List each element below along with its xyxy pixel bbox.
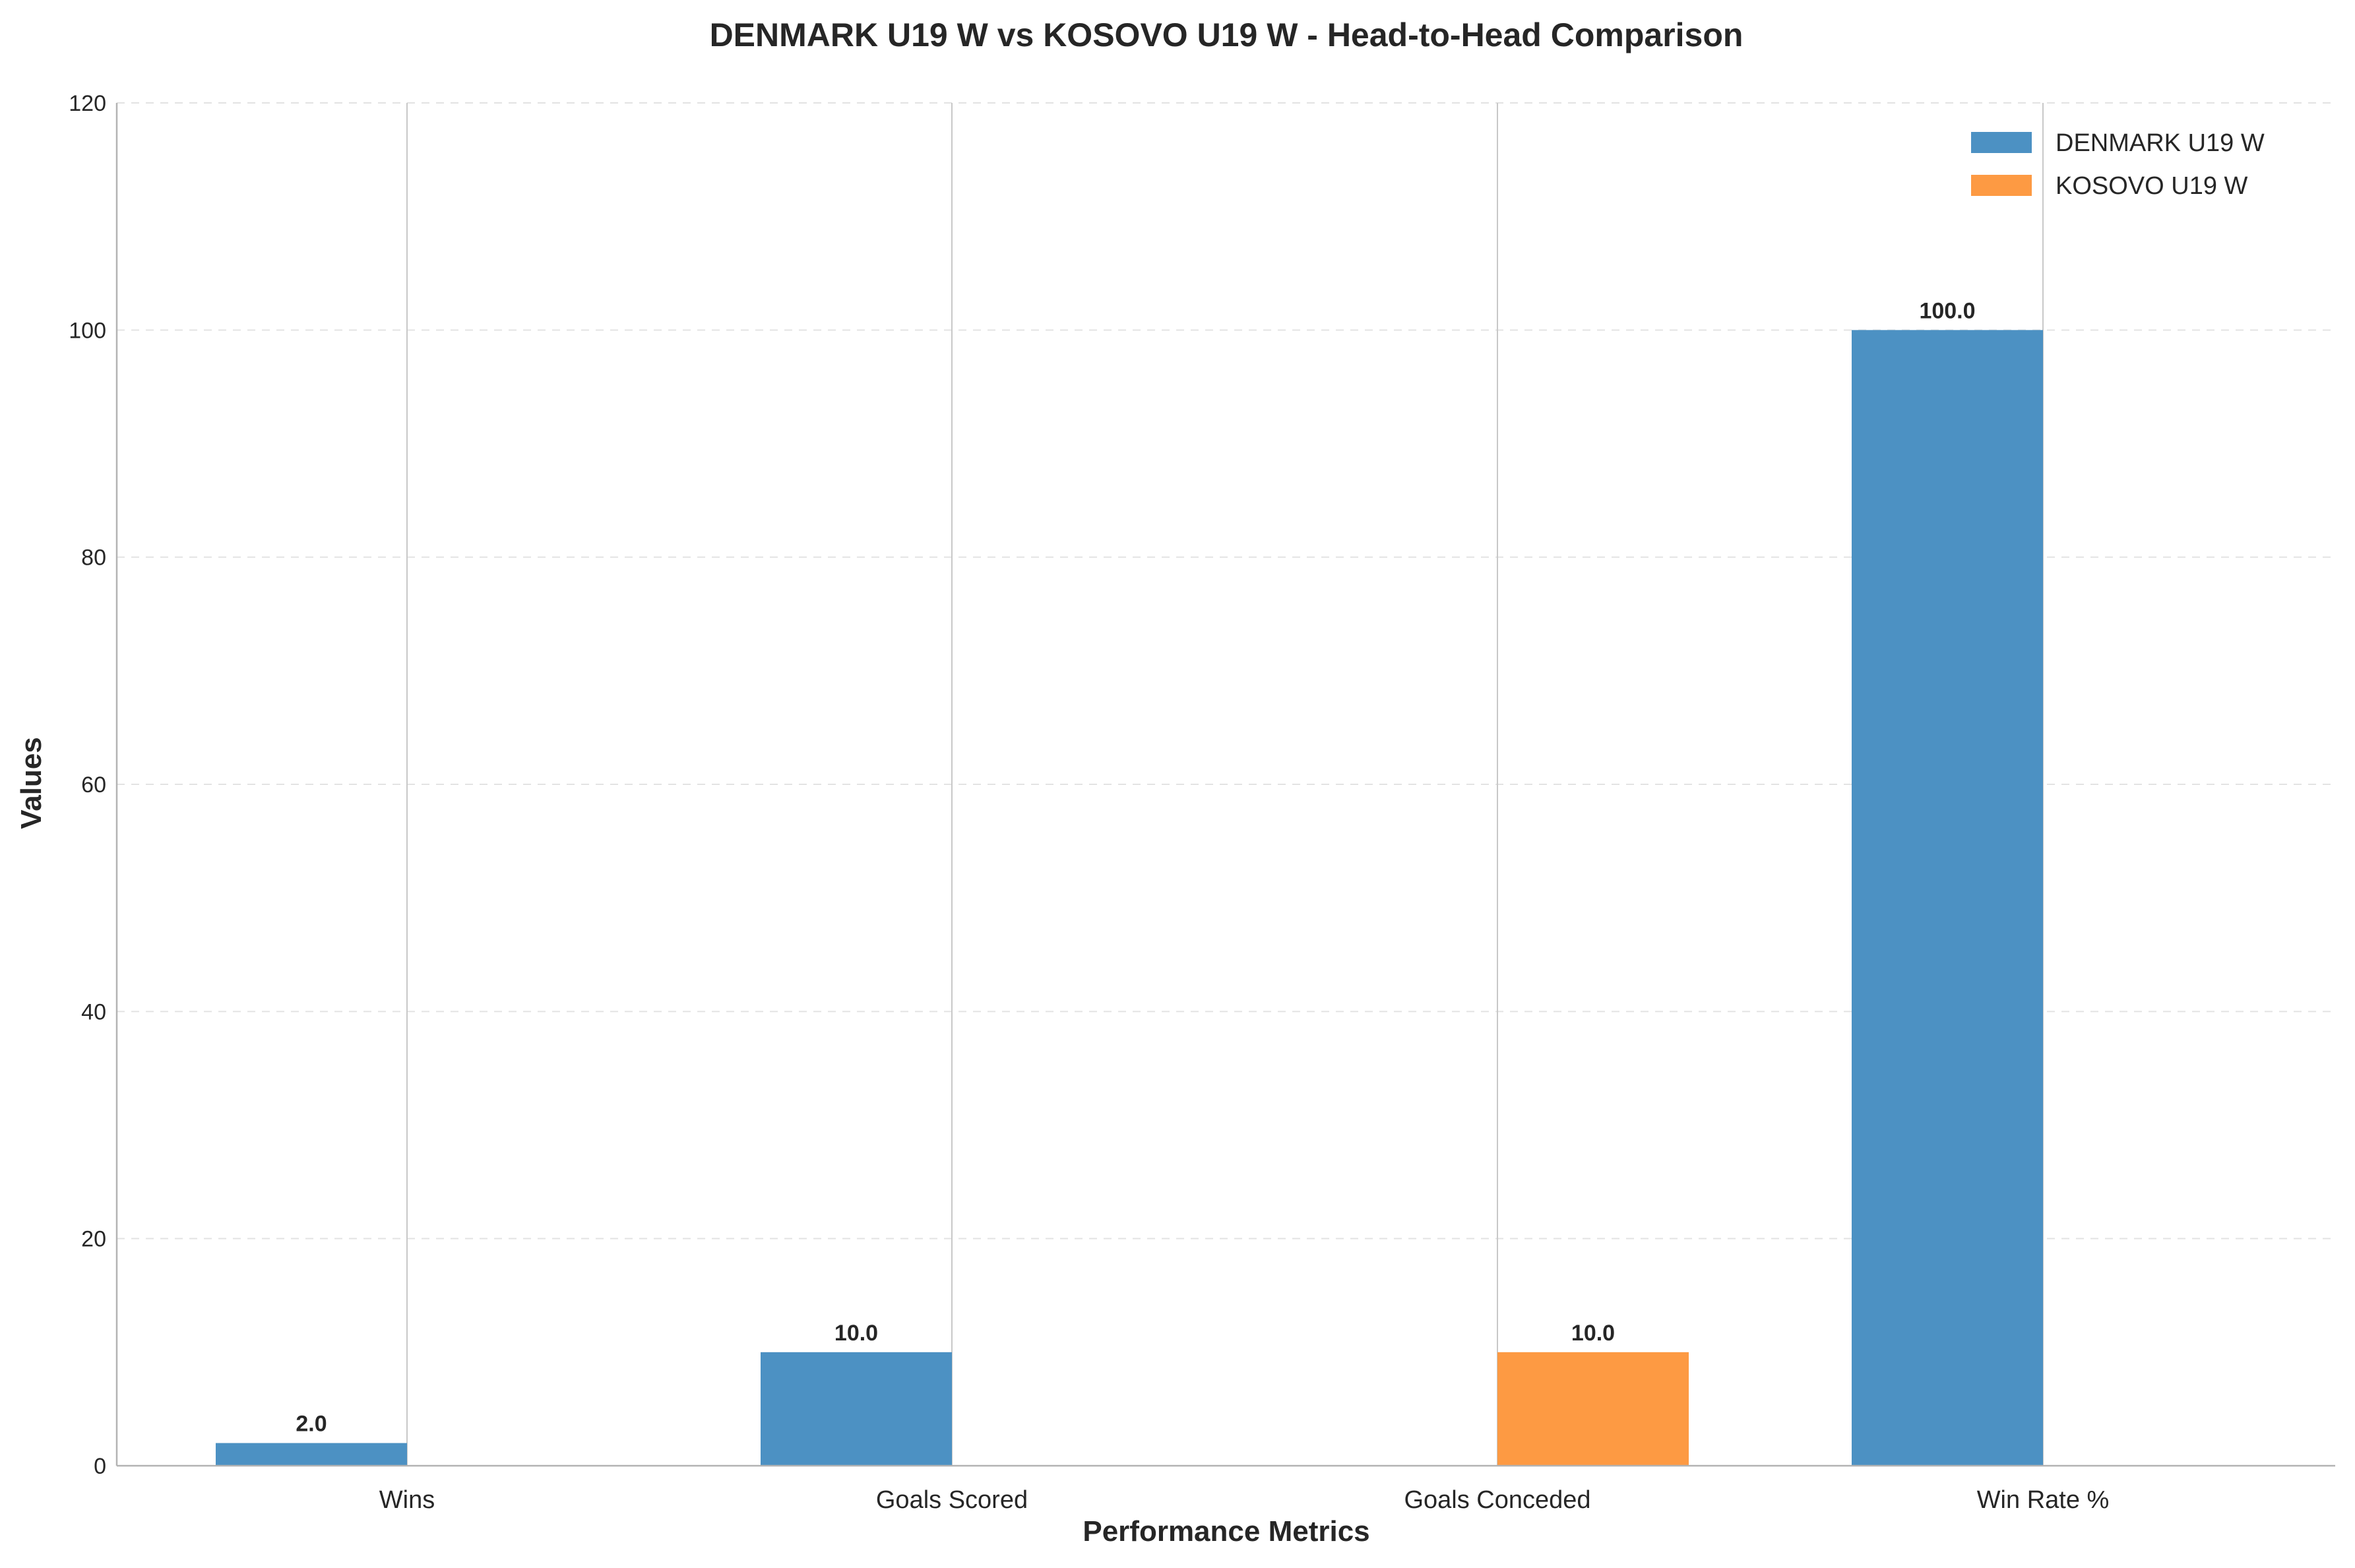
bar-kosovo [1497, 1352, 1689, 1466]
y-axis-label: Values [15, 737, 47, 829]
gridlines [117, 102, 2335, 1466]
data-label: 100.0 [1919, 298, 1975, 323]
y-tick-label: 20 [81, 1227, 106, 1252]
y-tick-label: 40 [81, 999, 106, 1024]
bars [216, 330, 2043, 1466]
y-tick-label: 120 [69, 91, 106, 116]
x-tick-label: Goals Conceded [1404, 1486, 1590, 1514]
x-axis-label: Performance Metrics [1083, 1515, 1369, 1548]
bar-denmark [761, 1352, 952, 1466]
y-tick-label: 80 [81, 546, 106, 571]
y-tick-label: 0 [94, 1454, 106, 1479]
y-tick-label: 100 [69, 318, 106, 343]
legend-label: DENMARK U19 W [2056, 129, 2265, 157]
bar-denmark [216, 1443, 407, 1466]
bar-denmark [1852, 330, 2043, 1466]
data-labels: 2.0 10.0 100.0 10.0 [296, 298, 1975, 1436]
legend-swatch [1971, 132, 2032, 153]
chart-title: DENMARK U19 W vs KOSOVO U19 W - Head-to-… [710, 16, 1743, 53]
axes [115, 103, 2335, 1467]
x-tick-label: Wins [379, 1486, 435, 1514]
data-label: 2.0 [296, 1412, 327, 1437]
x-tick-label: Win Rate % [1977, 1486, 2110, 1514]
data-label: 10.0 [834, 1321, 878, 1346]
y-tick-label: 60 [81, 772, 106, 798]
legend-swatch [1971, 175, 2032, 196]
legend: DENMARK U19 W KOSOVO U19 W [1971, 129, 2265, 200]
legend-label: KOSOVO U19 W [2056, 172, 2248, 200]
tick-labels: 0 20 40 60 80 100 120 Wins Goals Scored Goals Con… [69, 91, 2109, 1514]
data-label: 10.0 [1571, 1321, 1615, 1346]
x-tick-label: Goals Scored [876, 1486, 1028, 1514]
